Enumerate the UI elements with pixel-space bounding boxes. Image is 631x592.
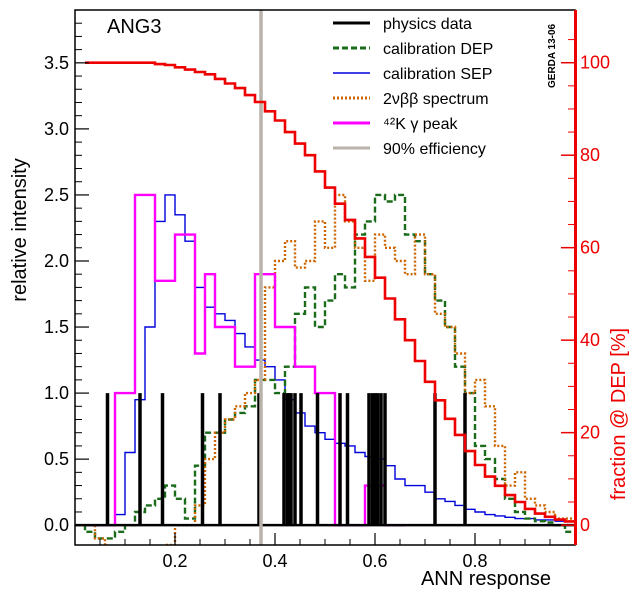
plot-frame <box>74 9 576 546</box>
y-tick-label: 3.0 <box>44 119 69 139</box>
series-layer <box>75 10 575 545</box>
y-tick-label: 2.0 <box>44 251 69 271</box>
right-y-axis-label: fraction @ DEP [%] <box>608 328 630 500</box>
series-line--k-peak <box>85 193 405 527</box>
legend-label: 2νββ spectrum <box>383 91 489 108</box>
series-line-calibration-sep <box>85 194 575 526</box>
y-tick-label: 1.0 <box>44 383 69 403</box>
right-y-tick-label: 100 <box>580 53 610 73</box>
right-y-tick-label: 20 <box>580 423 600 443</box>
series-line-2-spectrum <box>75 193 575 545</box>
y-tick-label: 0.5 <box>44 449 69 469</box>
legend-label: 90% efficiency <box>383 141 486 158</box>
stamp-label: GERDA 13-06 <box>547 23 558 88</box>
y-tick-label: 0.0 <box>44 515 69 535</box>
x-tick-label: 0.4 <box>262 551 287 571</box>
right-y-tick-label: 80 <box>580 145 600 165</box>
x-axis-label: ANN response <box>421 568 551 590</box>
chart-title: ANG3 <box>107 16 161 38</box>
axes: 0.2 0.4 0.6 0.8 0.0 0.5 1.0 1.5 2.0 2.5 3.0 3.5 0 20 4… <box>44 22 610 571</box>
legend-label: calibration DEP <box>383 41 493 58</box>
x-tick-label: 0.2 <box>162 551 187 571</box>
legend-label: calibration SEP <box>383 66 492 83</box>
legend-label: ⁴²K γ peak <box>383 116 458 133</box>
series-line-calibration-dep <box>75 193 575 540</box>
legend: physics data calibration DEP calibration S… <box>333 16 493 158</box>
right-y-tick-label: 40 <box>580 330 600 350</box>
right-axis-line <box>574 10 577 545</box>
y-axis-label: relative intensity <box>9 158 31 301</box>
right-y-tick-label: 0 <box>580 515 590 535</box>
x-tick-label: 0.6 <box>362 551 387 571</box>
legend-label: physics data <box>383 16 472 33</box>
series-line-fraction-at-dep <box>85 61 575 523</box>
y-tick-label: 3.5 <box>44 53 69 73</box>
right-y-tick-label: 60 <box>580 238 600 258</box>
y-tick-label: 1.5 <box>44 317 69 337</box>
plot-content <box>75 10 575 545</box>
y-tick-label: 2.5 <box>44 185 69 205</box>
x-tick-label: 0.8 <box>462 551 487 571</box>
